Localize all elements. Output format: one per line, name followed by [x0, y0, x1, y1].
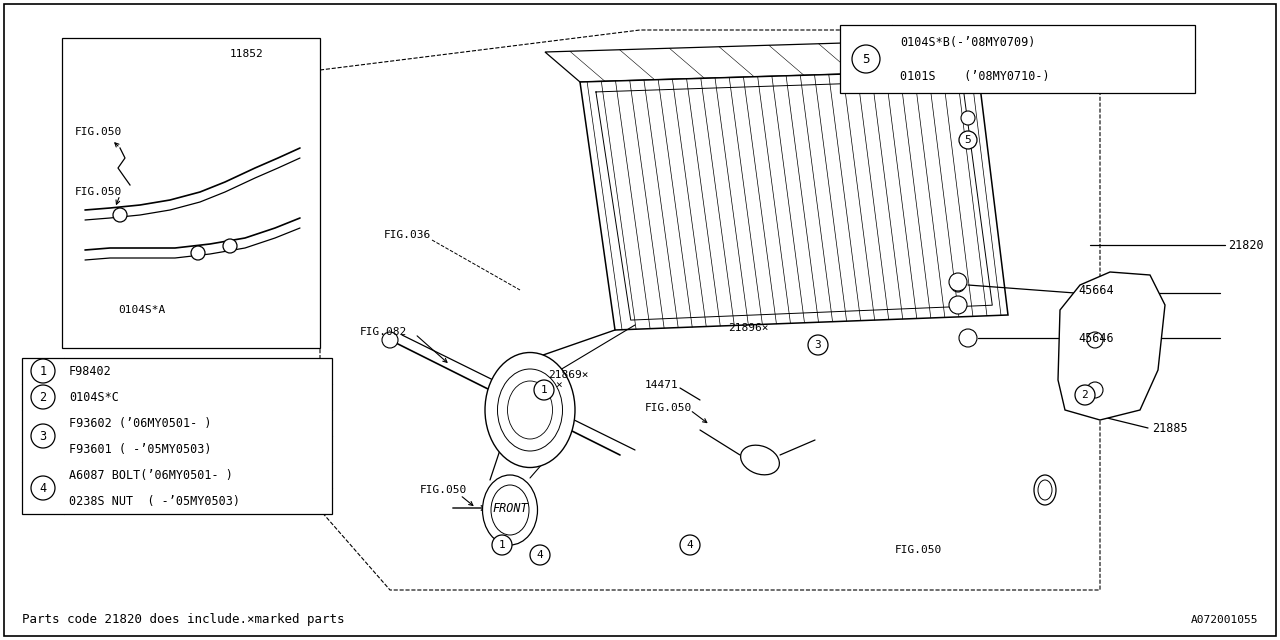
- Circle shape: [1087, 332, 1103, 348]
- Text: Parts code 21820 does include.×marked parts: Parts code 21820 does include.×marked pa…: [22, 614, 344, 627]
- Circle shape: [530, 545, 550, 565]
- Polygon shape: [580, 70, 1009, 330]
- Text: 21885: 21885: [1152, 422, 1188, 435]
- Text: FIG.050: FIG.050: [420, 485, 467, 495]
- Text: 0104S*C: 0104S*C: [69, 390, 119, 403]
- Text: 4: 4: [536, 550, 544, 560]
- Text: 1: 1: [40, 365, 46, 378]
- Text: 21820: 21820: [1228, 239, 1263, 252]
- Text: FIG.050: FIG.050: [895, 545, 942, 555]
- Circle shape: [113, 208, 127, 222]
- Text: ×: ×: [556, 380, 562, 390]
- Circle shape: [31, 424, 55, 448]
- Text: 3: 3: [814, 340, 822, 350]
- Circle shape: [381, 332, 398, 348]
- Text: 4: 4: [686, 540, 694, 550]
- Text: 5: 5: [863, 52, 869, 65]
- Text: F98402: F98402: [69, 365, 111, 378]
- Text: FIG.082: FIG.082: [360, 327, 407, 337]
- Text: 0238S NUT  ( -’05MY0503): 0238S NUT ( -’05MY0503): [69, 495, 241, 508]
- Text: FIG.050: FIG.050: [76, 187, 123, 197]
- Circle shape: [492, 535, 512, 555]
- Text: FIG.050: FIG.050: [76, 127, 123, 137]
- Text: F93602 (’06MY0501- ): F93602 (’06MY0501- ): [69, 417, 211, 429]
- Circle shape: [31, 359, 55, 383]
- Circle shape: [951, 278, 965, 292]
- Text: 2: 2: [1082, 390, 1088, 400]
- Text: 11852: 11852: [230, 49, 264, 59]
- Circle shape: [680, 535, 700, 555]
- Text: 45646: 45646: [1078, 332, 1114, 344]
- Text: 5: 5: [965, 135, 972, 145]
- Bar: [840, 25, 1196, 93]
- Circle shape: [959, 131, 977, 149]
- Circle shape: [948, 273, 966, 291]
- Text: 3: 3: [40, 429, 46, 442]
- Circle shape: [852, 45, 881, 73]
- Polygon shape: [545, 40, 978, 82]
- Circle shape: [1087, 382, 1103, 398]
- Circle shape: [808, 335, 828, 355]
- Ellipse shape: [1034, 475, 1056, 505]
- Text: 1: 1: [540, 385, 548, 395]
- Text: A072001055: A072001055: [1190, 615, 1258, 625]
- Circle shape: [31, 476, 55, 500]
- Circle shape: [534, 380, 554, 400]
- Text: 0104S*B(-’08MY0709): 0104S*B(-’08MY0709): [900, 35, 1036, 49]
- Ellipse shape: [485, 353, 575, 467]
- Text: FRONT: FRONT: [492, 502, 527, 515]
- Text: 0101S    (’08MY0710-): 0101S (’08MY0710-): [900, 70, 1050, 83]
- Circle shape: [31, 385, 55, 409]
- Ellipse shape: [741, 445, 780, 475]
- Circle shape: [1075, 385, 1094, 405]
- Text: FIG.036: FIG.036: [384, 230, 431, 240]
- Text: 1: 1: [499, 540, 506, 550]
- Text: 21896×: 21896×: [728, 323, 768, 333]
- Text: A6087 BOLT(’06MY0501- ): A6087 BOLT(’06MY0501- ): [69, 468, 233, 481]
- Text: 45664: 45664: [1078, 284, 1114, 296]
- Bar: [61, 38, 320, 348]
- Text: F93601 ( -’05MY0503): F93601 ( -’05MY0503): [69, 442, 211, 456]
- Circle shape: [961, 111, 975, 125]
- Text: 4: 4: [40, 481, 46, 495]
- Text: 21869×: 21869×: [548, 370, 589, 380]
- Circle shape: [959, 329, 977, 347]
- Text: 0104S*A: 0104S*A: [118, 305, 165, 315]
- Circle shape: [223, 239, 237, 253]
- Text: 14471: 14471: [645, 380, 678, 390]
- Circle shape: [191, 246, 205, 260]
- Ellipse shape: [483, 475, 538, 545]
- Text: FIG.050: FIG.050: [645, 403, 692, 413]
- Circle shape: [948, 296, 966, 314]
- Text: 2: 2: [40, 390, 46, 403]
- Bar: [22, 358, 332, 514]
- Polygon shape: [1059, 272, 1165, 420]
